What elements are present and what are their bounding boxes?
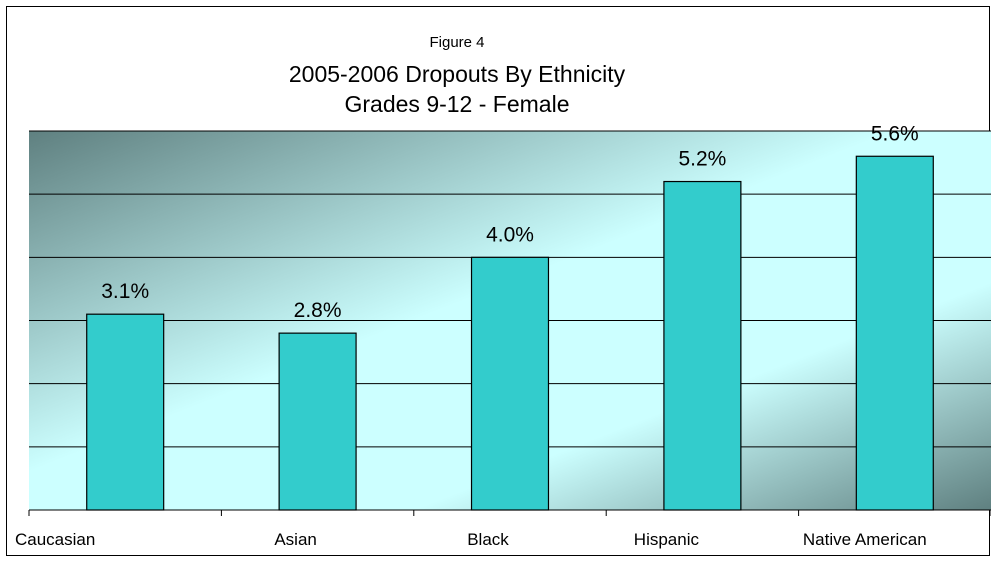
value-label: 5.6% — [871, 122, 919, 145]
chart-svg: Figure 4 2005-2006 Dropouts By Ethnicity… — [15, 34, 991, 549]
value-label: 2.8% — [294, 299, 342, 322]
bar-caucasian — [86, 313, 165, 511]
category-labels: Caucasian Asian Black Hispanic Native Americ… — [15, 530, 927, 549]
bar-hispanic — [663, 180, 742, 511]
category-label: Caucasian — [15, 530, 95, 549]
category-label: Hispanic — [634, 530, 700, 549]
value-label: 5.2% — [678, 148, 726, 171]
chart-subtitle: Grades 9-12 - Female — [345, 91, 570, 117]
value-labels: 3.1% 2.8% 4.0% 5.2% 5.6% — [101, 122, 918, 322]
value-label: 3.1% — [101, 280, 149, 303]
bar-asian — [278, 332, 357, 511]
category-label: Native American — [803, 530, 927, 549]
bars — [86, 155, 934, 511]
x-ticks — [28, 510, 991, 516]
category-label: Asian — [274, 530, 317, 549]
chart-title: 2005-2006 Dropouts By Ethnicity — [289, 61, 626, 87]
figure-label: Figure 4 — [429, 34, 484, 51]
category-label: Black — [467, 530, 509, 549]
value-label: 4.0% — [486, 223, 534, 246]
chart-frame: Figure 4 2005-2006 Dropouts By Ethnicity… — [6, 6, 991, 556]
bar-native-american — [855, 155, 934, 511]
bar-black — [470, 256, 550, 511]
